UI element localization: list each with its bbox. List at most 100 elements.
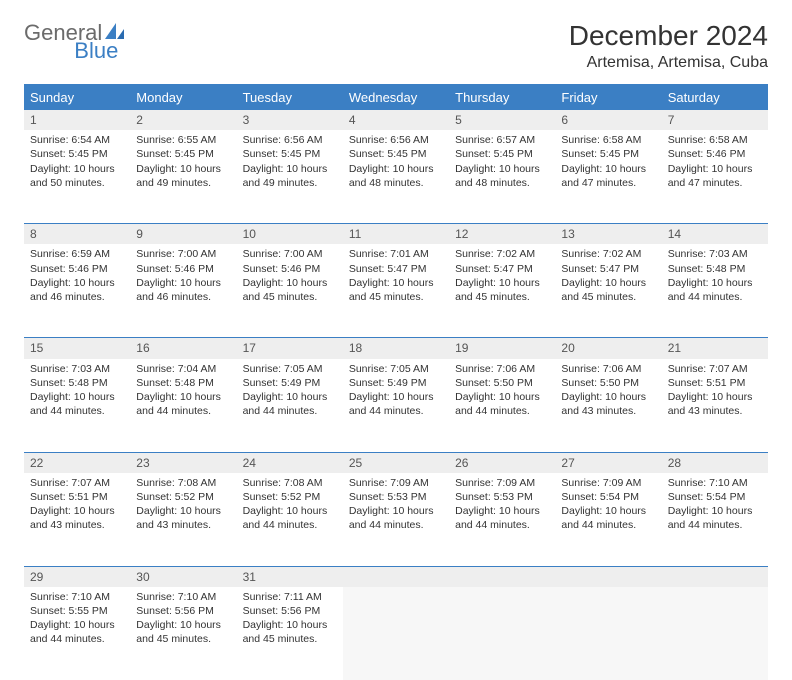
sunrise-line: Sunrise: 7:00 AM [136,247,230,261]
sunrise-line: Sunrise: 6:55 AM [136,133,230,147]
day-number-cell: 30 [130,566,236,587]
daylight-line: Daylight: 10 hours and 43 minutes. [30,504,124,532]
day-content-cell: Sunrise: 7:00 AMSunset: 5:46 PMDaylight:… [130,244,236,338]
sunset-line: Sunset: 5:52 PM [136,490,230,504]
day-content-cell: Sunrise: 6:59 AMSunset: 5:46 PMDaylight:… [24,244,130,338]
sunrise-line: Sunrise: 7:07 AM [30,476,124,490]
sunset-line: Sunset: 5:45 PM [30,147,124,161]
day-number-cell: 8 [24,224,130,245]
day-number-cell: 4 [343,110,449,131]
sunset-line: Sunset: 5:56 PM [243,604,337,618]
day-number-cell: 22 [24,452,130,473]
day-number-cell [662,566,768,587]
day-content-cell: Sunrise: 7:09 AMSunset: 5:53 PMDaylight:… [343,473,449,567]
logo-text-blue: Blue [74,38,118,64]
sunrise-line: Sunrise: 6:56 AM [243,133,337,147]
day-content-cell: Sunrise: 7:06 AMSunset: 5:50 PMDaylight:… [555,359,661,453]
sunset-line: Sunset: 5:53 PM [349,490,443,504]
sunrise-line: Sunrise: 7:05 AM [243,362,337,376]
sunset-line: Sunset: 5:50 PM [455,376,549,390]
day-content-cell: Sunrise: 7:00 AMSunset: 5:46 PMDaylight:… [237,244,343,338]
daylight-line: Daylight: 10 hours and 44 minutes. [30,618,124,646]
month-title: December 2024 [569,20,768,52]
day-content-cell: Sunrise: 6:58 AMSunset: 5:46 PMDaylight:… [662,130,768,224]
day-number-cell: 15 [24,338,130,359]
sunrise-line: Sunrise: 7:02 AM [561,247,655,261]
day-number-cell: 1 [24,110,130,131]
daylight-line: Daylight: 10 hours and 44 minutes. [455,390,549,418]
day-header-row: Sunday Monday Tuesday Wednesday Thursday… [24,85,768,110]
sunrise-line: Sunrise: 7:03 AM [668,247,762,261]
day-number-cell: 7 [662,110,768,131]
sunset-line: Sunset: 5:46 PM [668,147,762,161]
daylight-line: Daylight: 10 hours and 44 minutes. [349,504,443,532]
day-content-cell: Sunrise: 7:05 AMSunset: 5:49 PMDaylight:… [343,359,449,453]
day-number-cell: 24 [237,452,343,473]
day-content-cell: Sunrise: 6:58 AMSunset: 5:45 PMDaylight:… [555,130,661,224]
sunset-line: Sunset: 5:51 PM [668,376,762,390]
sunrise-line: Sunrise: 6:58 AM [668,133,762,147]
sunset-line: Sunset: 5:51 PM [30,490,124,504]
daylight-line: Daylight: 10 hours and 43 minutes. [561,390,655,418]
sunset-line: Sunset: 5:49 PM [349,376,443,390]
daylight-line: Daylight: 10 hours and 44 minutes. [349,390,443,418]
day-header: Monday [130,85,236,110]
day-number-cell [449,566,555,587]
day-content-cell: Sunrise: 7:07 AMSunset: 5:51 PMDaylight:… [24,473,130,567]
day-number-cell: 9 [130,224,236,245]
day-number-cell: 16 [130,338,236,359]
daylight-line: Daylight: 10 hours and 44 minutes. [668,504,762,532]
sunrise-line: Sunrise: 7:10 AM [136,590,230,604]
sunrise-line: Sunrise: 7:05 AM [349,362,443,376]
day-content-cell: Sunrise: 7:11 AMSunset: 5:56 PMDaylight:… [237,587,343,680]
day-number-cell: 18 [343,338,449,359]
sunrise-line: Sunrise: 7:09 AM [455,476,549,490]
sunset-line: Sunset: 5:55 PM [30,604,124,618]
daylight-line: Daylight: 10 hours and 44 minutes. [455,504,549,532]
day-content-cell: Sunrise: 6:55 AMSunset: 5:45 PMDaylight:… [130,130,236,224]
content-row: Sunrise: 6:54 AMSunset: 5:45 PMDaylight:… [24,130,768,224]
day-number-cell: 6 [555,110,661,131]
daylight-line: Daylight: 10 hours and 50 minutes. [30,162,124,190]
day-content-cell: Sunrise: 7:04 AMSunset: 5:48 PMDaylight:… [130,359,236,453]
day-number-cell: 3 [237,110,343,131]
day-content-cell: Sunrise: 7:09 AMSunset: 5:54 PMDaylight:… [555,473,661,567]
daylight-line: Daylight: 10 hours and 44 minutes. [243,390,337,418]
day-number-cell: 21 [662,338,768,359]
sunset-line: Sunset: 5:53 PM [455,490,549,504]
day-number-cell: 10 [237,224,343,245]
sunrise-line: Sunrise: 7:01 AM [349,247,443,261]
day-number-cell: 25 [343,452,449,473]
sunset-line: Sunset: 5:46 PM [243,262,337,276]
day-content-cell [662,587,768,680]
day-number-cell: 17 [237,338,343,359]
sunrise-line: Sunrise: 7:08 AM [136,476,230,490]
day-content-cell [343,587,449,680]
sunrise-line: Sunrise: 7:08 AM [243,476,337,490]
sunrise-line: Sunrise: 7:06 AM [561,362,655,376]
sunrise-line: Sunrise: 6:56 AM [349,133,443,147]
day-content-cell: Sunrise: 7:10 AMSunset: 5:55 PMDaylight:… [24,587,130,680]
sunrise-line: Sunrise: 7:09 AM [349,476,443,490]
day-number-cell: 31 [237,566,343,587]
day-header: Thursday [449,85,555,110]
daylight-line: Daylight: 10 hours and 44 minutes. [668,276,762,304]
day-number-cell: 2 [130,110,236,131]
day-content-cell: Sunrise: 7:06 AMSunset: 5:50 PMDaylight:… [449,359,555,453]
sunset-line: Sunset: 5:54 PM [668,490,762,504]
day-number-cell: 19 [449,338,555,359]
sunset-line: Sunset: 5:45 PM [349,147,443,161]
day-number-cell: 14 [662,224,768,245]
daynum-row: 1234567 [24,110,768,131]
sunset-line: Sunset: 5:45 PM [136,147,230,161]
daylight-line: Daylight: 10 hours and 49 minutes. [243,162,337,190]
day-number-cell [555,566,661,587]
header: General Blue December 2024 Artemisa, Art… [24,20,768,72]
sunset-line: Sunset: 5:47 PM [455,262,549,276]
daylight-line: Daylight: 10 hours and 43 minutes. [136,504,230,532]
calendar-table: Sunday Monday Tuesday Wednesday Thursday… [24,84,768,680]
day-number-cell: 5 [449,110,555,131]
sunset-line: Sunset: 5:48 PM [30,376,124,390]
day-content-cell: Sunrise: 7:02 AMSunset: 5:47 PMDaylight:… [449,244,555,338]
sunrise-line: Sunrise: 7:11 AM [243,590,337,604]
